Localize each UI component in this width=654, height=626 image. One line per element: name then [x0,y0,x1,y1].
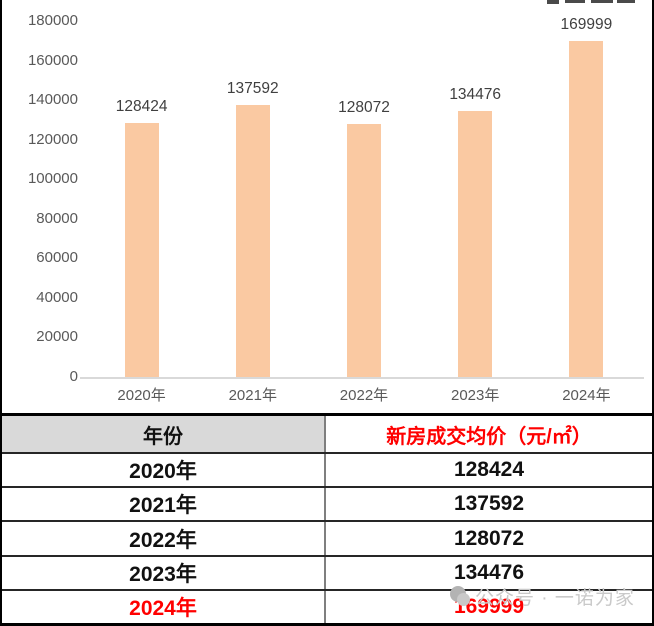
y-axis-tick-label: 180000 [27,12,78,29]
bar-2021年 [235,104,270,377]
price-cell: 134476 [453,560,525,584]
bar-2023年 [458,111,493,377]
x-axis-category-label: 2021年 [228,387,277,404]
price-cell: 137592 [453,492,525,516]
bar-value-label: 169999 [560,15,613,33]
y-axis-tick-label: 120000 [27,130,78,148]
y-axis-tick-label: 20000 [36,328,78,346]
table-row: 2022年 128072 [2,520,652,555]
year-cell: 2020年 [2,454,326,487]
table-row: 2023年 134476 [2,554,652,589]
bar-value-label: 134476 [449,86,502,104]
bar-chart: 0 20000 40000 60000 80000 100000 120000 140000 1… [2,0,652,413]
x-axis-line [80,377,644,379]
price-cell: 169999 [453,594,525,618]
y-axis-tick-label: 40000 [36,288,78,306]
header-price: 新房成交均价（元/㎡） [326,416,652,453]
bar-value-label: 128424 [115,98,168,115]
bar-value-label: 128072 [338,98,390,116]
table-row: 2021年 137592 [2,486,652,521]
y-axis-tick-label: 160000 [27,51,78,69]
header-year: 年份 [2,416,326,453]
x-axis-category-label: 2024年 [562,387,611,404]
y-axis-tick-label: 0 [69,368,78,385]
x-axis-category-label: 2020年 [117,387,166,404]
data-table: 年份 新房成交均价（元/㎡） 2020年 128424 2021年 137592… [2,413,652,623]
year-cell: 2022年 [2,522,326,555]
y-axis-tick-label: 140000 [27,91,78,109]
bar-2022年 [347,123,381,377]
table-row: 2020年 128424 [2,452,652,487]
price-cell: 128424 [453,458,525,482]
y-axis-tick-label: 80000 [36,209,78,227]
price-cell: 128072 [453,526,525,550]
table-row-highlighted: 2024年 169999 [2,588,652,623]
x-axis-category-label: 2022年 [339,387,389,404]
year-cell: 2024年 [2,590,326,623]
y-axis-tick-label: 100000 [27,170,78,188]
y-axis-tick-label: 60000 [36,249,78,267]
year-cell: 2023年 [2,556,326,589]
x-axis-category-label: 2023年 [451,387,500,404]
bar-2020年 [124,123,159,377]
bar-2024年 [569,40,604,377]
bar-value-label: 137592 [226,79,279,97]
table-header-row: 年份 新房成交均价（元/㎡） [2,416,652,453]
year-cell: 2021年 [2,488,326,521]
